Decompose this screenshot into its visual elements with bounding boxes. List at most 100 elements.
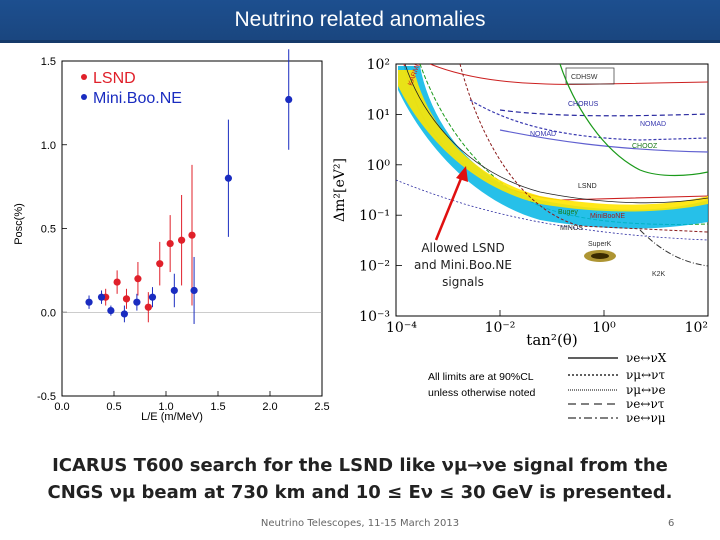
lsnd-outline <box>404 64 708 204</box>
cdhsw-box <box>565 67 615 85</box>
label-cdhsw: CDHSW <box>571 74 598 81</box>
annotation-line-1: Allowed LSND <box>421 241 505 255</box>
right-y-tick-label: 10² <box>367 57 390 73</box>
lsnd-point <box>134 275 142 283</box>
slide-title: Neutrino related anomalies <box>0 0 720 40</box>
label-k2k: K2K <box>652 271 666 278</box>
legend-entry-2: νμ↔ντ <box>626 368 665 382</box>
annotation-line-3: signals <box>442 275 484 289</box>
right-y-tick-label: 10¹ <box>367 107 390 123</box>
miniboone-point <box>85 298 93 306</box>
label-chorus: CHORUS <box>568 101 599 108</box>
right-y-axis-label: Δm²[eV²] <box>332 158 348 222</box>
slide-caption: ICARUS T600 search for the LSND like νμ→… <box>30 452 690 506</box>
right-y-tick-label: 10⁻² <box>359 259 390 275</box>
left-y-tick-label: 0.0 <box>41 307 56 319</box>
left-y-tick-label: 1.0 <box>41 140 56 152</box>
legend-marker-lsnd <box>81 74 87 80</box>
label-lsnd: LSND <box>578 183 597 190</box>
left-y-tick-label: 0.5 <box>41 224 56 236</box>
bugey-curve <box>419 64 708 225</box>
exclusion-curves: CDHSW CHORUS NOMAD NOMAD CHOOZ LSND KARM… <box>396 64 708 278</box>
nue-nutau-curve <box>396 179 708 241</box>
right-chart: CDHSW CHORUS NOMAD NOMAD CHOOZ LSND KARM… <box>332 57 709 425</box>
label-miniboone: MiniBooNE <box>590 213 625 220</box>
annotation-line-2: and Mini.Boo.NE <box>414 258 512 272</box>
allowed-signals-annotation: Allowed LSND and Mini.Boo.NE signals <box>398 240 528 291</box>
left-y-tick-label: -0.5 <box>37 391 56 403</box>
miniboone-point <box>285 95 293 104</box>
label-bugey: Bugey <box>558 209 578 216</box>
lsnd-point <box>113 278 121 286</box>
label-nomad-2: NOMAD <box>530 131 556 138</box>
miniboone-point <box>224 174 232 182</box>
lsnd-point <box>178 236 186 244</box>
miniboone-point <box>148 293 157 301</box>
lsnd-band-cyan <box>398 66 708 229</box>
right-x-tick-label: 10⁻⁴ <box>386 320 417 336</box>
legend-marker-miniboone <box>81 94 87 100</box>
legend-note-line2: unless otherwise noted <box>428 387 536 399</box>
left-x-tick-label: 2.0 <box>262 401 277 413</box>
right-y-tick-label: 10⁻³ <box>359 309 390 325</box>
miniboone-point <box>120 310 128 318</box>
right-x-tick-label: 10⁰ <box>592 320 616 336</box>
right-x-axis-label: tan²(θ) <box>526 331 577 349</box>
slide-footer: Neutrino Telescopes, 11-15 March 2013 <box>260 518 460 529</box>
annotation-arrow-head <box>456 166 468 182</box>
miniboone-point <box>97 293 106 301</box>
k2k-curve <box>639 229 708 267</box>
left-x-tick-label: 1.5 <box>210 401 225 413</box>
left-x-tick-label: 0.0 <box>54 401 69 413</box>
lsnd-point <box>122 295 131 303</box>
right-x-tick-label: 10² <box>685 320 708 336</box>
lsnd-point <box>156 260 164 268</box>
legend-label-lsnd: LSND <box>93 70 136 87</box>
right-y-tick-label: 10⁻¹ <box>359 208 390 224</box>
lsnd-point <box>166 239 174 248</box>
left-x-tick-label: 0.5 <box>106 401 121 413</box>
left-y-axis-label: Posc(%) <box>13 203 25 245</box>
legend-entry-1: νe↔νX <box>626 351 667 365</box>
label-minos: MINOS <box>560 225 583 232</box>
right-y-tick-label: 10⁰ <box>367 158 391 174</box>
lsnd-point <box>144 303 152 311</box>
right-legend: All limits are at 90%CL unless otherwise… <box>428 351 667 425</box>
caption-line-1: ICARUS T600 search for the LSND like νμ→… <box>52 455 668 476</box>
label-superk: SuperK <box>588 241 612 248</box>
caption-line-2: CNGS νμ beam at 730 km and 10 ≤ Eν ≤ 30 … <box>47 482 673 503</box>
legend-entry-4: νe↔ντ <box>626 397 665 411</box>
legend-note-line1: All limits are at 90%CL <box>428 371 534 383</box>
left-legend: LSND Mini.Boo.NE <box>81 70 182 107</box>
left-x-axis-label: L/E (m/MeV) <box>141 411 203 423</box>
annotation-arrow <box>434 175 464 241</box>
left-chart: -0.50.00.51.01.5 0.0 0.5 1.0 1.5 2.0 2.5 L/E … <box>13 49 330 423</box>
label-chooz: CHOOZ <box>632 143 658 150</box>
left-x-tick-label: 2.5 <box>314 401 329 413</box>
miniboone-point <box>107 306 115 315</box>
miniboone-curve <box>459 64 708 233</box>
nomad-curve-2 <box>499 129 708 153</box>
right-y-ticks: 10² 10¹ 10⁰ 10⁻¹ 10⁻² 10⁻³ <box>359 57 402 325</box>
right-x-ticks: 10⁻⁴ 10⁻² 10⁰ 10² <box>386 310 709 336</box>
legend-label-miniboone: Mini.Boo.NE <box>93 90 182 107</box>
right-plot-frame <box>395 63 709 317</box>
left-x-tick-label: 1.0 <box>158 401 173 413</box>
right-x-tick-label: 10⁻² <box>485 320 516 336</box>
miniboone-point <box>133 298 141 306</box>
miniboone-point <box>170 286 178 295</box>
page-number: 6 <box>668 518 675 529</box>
title-divider <box>0 40 720 43</box>
legend-entries: νe↔νX νμ↔ντ νμ↔νe νe↔ντ νe↔νμ <box>626 351 667 425</box>
legend-entry-5: νe↔νμ <box>626 411 666 425</box>
left-series <box>85 49 293 324</box>
miniboone-point <box>190 286 198 295</box>
label-nomad-1: NOMAD <box>640 121 666 128</box>
left-y-tick-label: 1.5 <box>41 56 56 68</box>
chooz-curve <box>559 64 708 177</box>
nomad-curve-1 <box>469 99 708 141</box>
left-x-ticks: 0.0 0.5 1.0 1.5 2.0 2.5 <box>54 391 330 413</box>
superk-core <box>591 253 609 259</box>
lsnd-point <box>188 231 196 239</box>
